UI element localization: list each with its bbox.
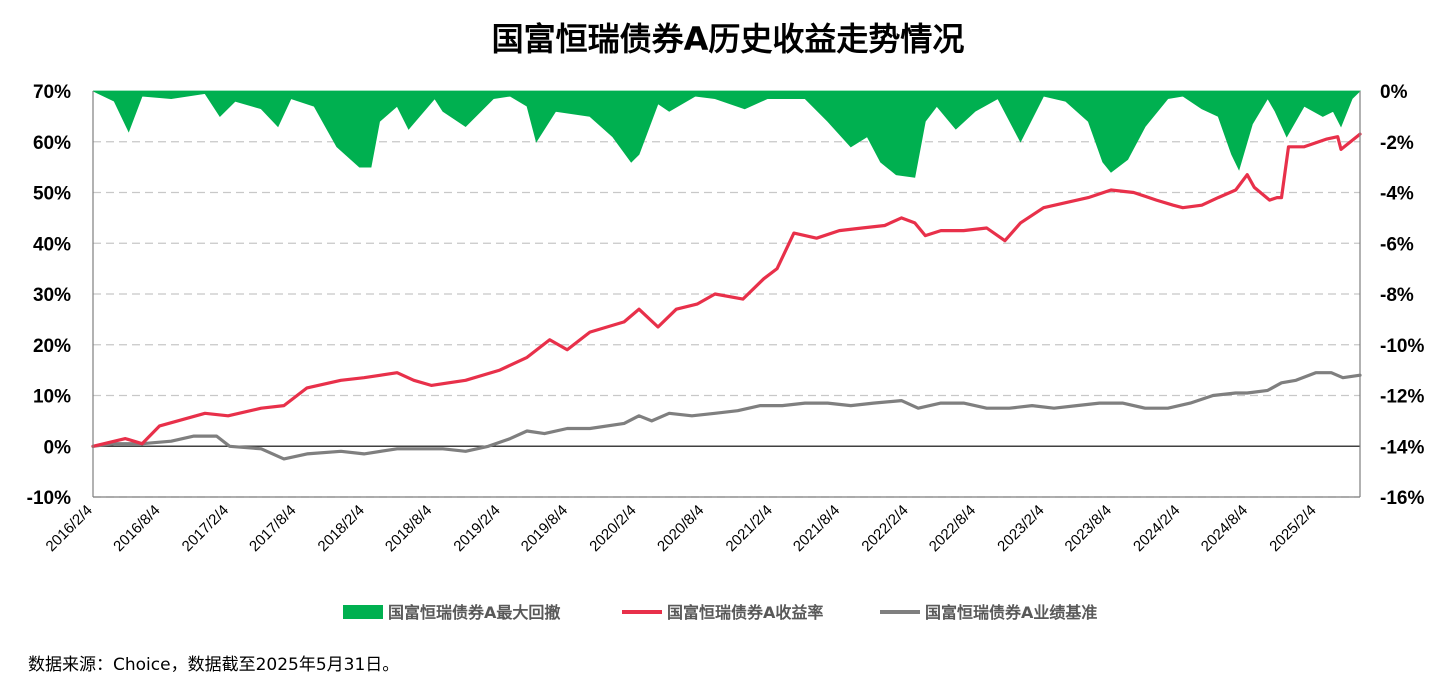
y-left-tick-label: 20% — [33, 336, 71, 357]
y-right-tick-label: -2% — [1380, 133, 1414, 154]
axes — [92, 91, 1361, 498]
grid-lines — [93, 141, 1360, 498]
x-tick-label: 2020/8/4 — [654, 502, 707, 555]
x-tick-label: 2019/8/4 — [518, 502, 571, 555]
x-tick-label: 2016/2/4 — [43, 502, 96, 555]
legend-drawdown-label: 国富恒瑞债券A最大回撤 — [388, 603, 560, 622]
series-drawdown-area — [92, 90, 1361, 178]
series-return-line — [91, 132, 1362, 448]
x-tick-label: 2024/2/4 — [1130, 502, 1183, 555]
x-tick-label: 2021/2/4 — [723, 502, 776, 555]
source-note: 数据来源：Choice，数据截至2025年5月31日。 — [28, 655, 400, 675]
y-right-tick-label: -8% — [1380, 285, 1414, 306]
y-left-tick-label: -10% — [27, 488, 71, 509]
y-left-tick-label: 40% — [33, 234, 71, 255]
x-tick-label: 2017/2/4 — [179, 502, 232, 555]
x-tick-label: 2020/2/4 — [586, 502, 639, 555]
x-tick-label: 2025/2/4 — [1266, 502, 1319, 555]
chart-title: 国富恒瑞债券A历史收益走势情况 — [491, 20, 965, 58]
x-tick-label: 2023/2/4 — [994, 502, 1047, 555]
x-tick-label: 2017/8/4 — [246, 502, 299, 555]
y-right-tick-label: -10% — [1380, 336, 1424, 357]
legend-return-label: 国富恒瑞债券A收益率 — [667, 603, 823, 622]
y-right-tick-label: 0% — [1380, 82, 1408, 103]
y-right-tick-label: -4% — [1380, 184, 1414, 205]
x-tick-label: 2022/8/4 — [926, 502, 979, 555]
y-left-tick-label: 70% — [33, 82, 71, 103]
y-left-tick-label: 10% — [33, 387, 71, 408]
x-tick-label: 2018/2/4 — [315, 502, 368, 555]
x-tick-labels: 2016/2/4 2016/8/4 2017/2/4 2017/8/4 2018/2/4… — [43, 502, 1320, 555]
x-tick-label: 2023/8/4 — [1062, 502, 1115, 555]
x-tick-label: 2019/2/4 — [450, 502, 503, 555]
drawdown-area-layer — [92, 90, 1361, 178]
legend-drawdown-swatch — [343, 605, 383, 619]
y-right-tick-labels: -16% -14% -12% -10% -8% -6% -4% -2% 0% — [1380, 82, 1424, 509]
y-left-tick-label: 60% — [33, 133, 71, 154]
x-tick-label: 2018/8/4 — [382, 502, 435, 555]
y-right-tick-label: -14% — [1380, 437, 1424, 458]
series-benchmark-line — [91, 371, 1362, 461]
y-left-tick-label: 0% — [44, 437, 72, 458]
y-right-tick-label: -12% — [1380, 387, 1424, 408]
x-tick-label: 2024/8/4 — [1198, 502, 1251, 555]
y-right-tick-label: -6% — [1380, 234, 1414, 255]
legend: 国富恒瑞债券A最大回撤 国富恒瑞债券A收益率 国富恒瑞债券A业绩基准 — [343, 603, 1097, 622]
x-tick-label: 2016/8/4 — [110, 502, 163, 555]
x-tick-label: 2021/8/4 — [790, 502, 843, 555]
y-right-tick-label: -16% — [1380, 488, 1424, 509]
legend-benchmark-label: 国富恒瑞债券A业绩基准 — [925, 603, 1097, 622]
y-left-tick-label: 50% — [33, 184, 71, 205]
x-tick-label: 2022/2/4 — [858, 502, 911, 555]
y-left-tick-label: 30% — [33, 285, 71, 306]
y-left-tick-labels: -10% 0% 10% 20% 30% 40% 50% 60% 70% — [27, 82, 71, 509]
series-lines-layer — [91, 132, 1362, 461]
